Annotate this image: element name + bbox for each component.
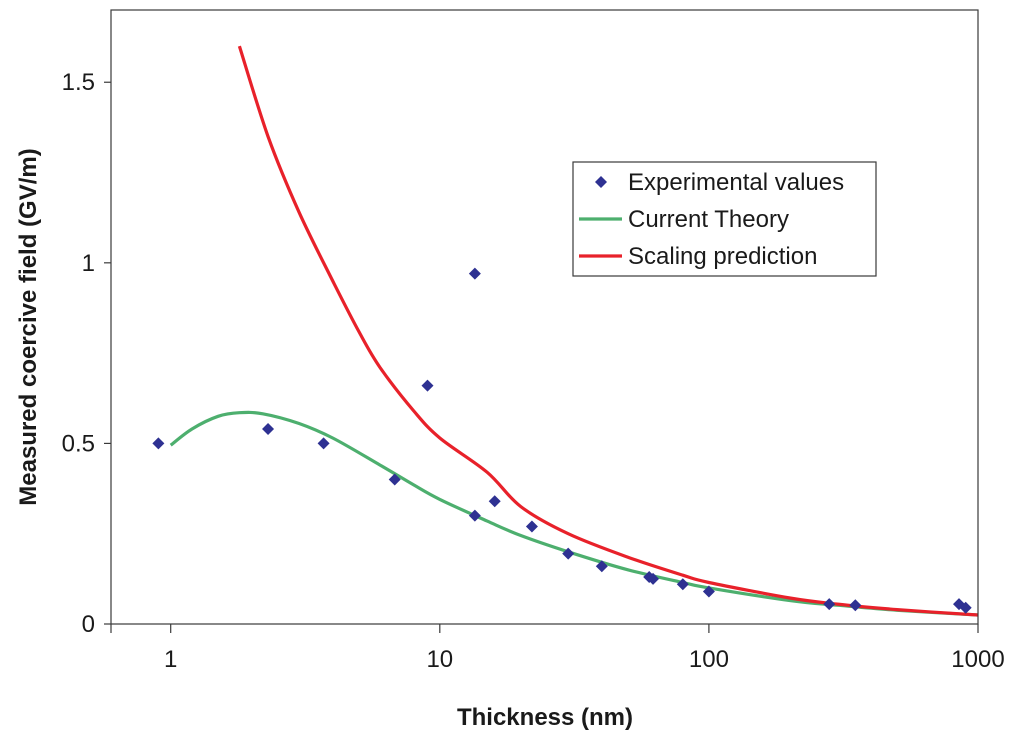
legend-label-scaling-prediction: Scaling prediction <box>628 243 817 270</box>
current-theory-line <box>169 410 979 617</box>
data-point <box>595 560 608 573</box>
x-tick-label: 1 <box>164 646 177 673</box>
y-axis-title: Measured coercive field (GV/m) <box>15 148 42 505</box>
y-tick-label: 1.5 <box>62 69 95 96</box>
legend-label-experimental-values: Experimental values <box>628 169 844 196</box>
y-tick-label: 0.5 <box>62 430 95 457</box>
scaling-prediction-line <box>237 45 979 617</box>
data-point <box>152 437 165 450</box>
legend-label-current-theory: Current Theory <box>628 206 789 233</box>
data-point <box>702 585 715 598</box>
data-point <box>317 437 330 450</box>
data-point <box>959 601 972 614</box>
data-point <box>849 599 862 612</box>
legend-swatch-experimental-values <box>595 176 607 188</box>
data-point <box>421 379 434 392</box>
data-point <box>262 422 275 435</box>
y-tick-label: 1 <box>82 250 95 277</box>
data-point <box>676 578 689 591</box>
data-point <box>468 267 481 280</box>
x-axis-title: Thickness (nm) <box>457 704 633 731</box>
data-point <box>388 473 401 486</box>
data-point <box>647 572 660 585</box>
data-point <box>525 520 538 533</box>
data-point <box>562 547 575 560</box>
plot-frame <box>110 9 979 625</box>
x-tick-label: 10 <box>426 646 453 673</box>
data-point <box>488 495 501 508</box>
y-tick-label: 0 <box>82 611 95 638</box>
data-point <box>468 509 481 522</box>
x-tick-label: 100 <box>689 646 729 673</box>
data-point <box>823 598 836 611</box>
x-tick-label: 1000 <box>951 646 1004 673</box>
legend-box <box>572 161 877 277</box>
